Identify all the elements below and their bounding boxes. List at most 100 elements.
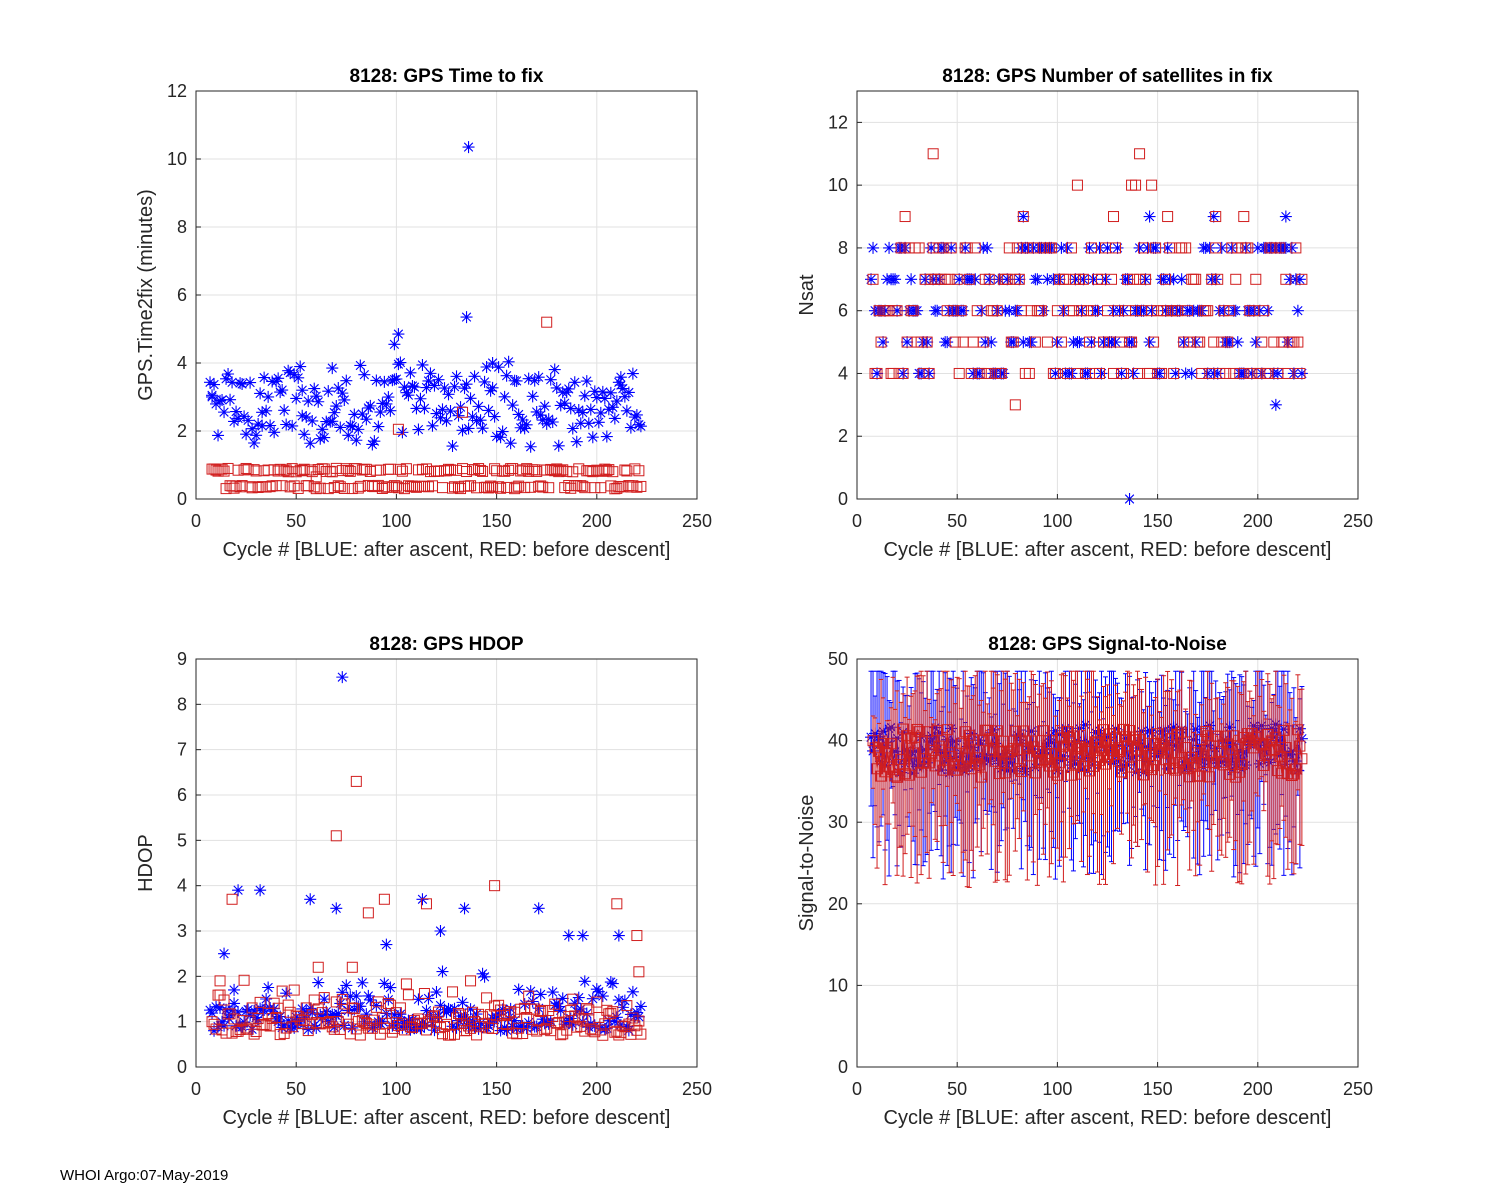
data-point: [556, 992, 569, 1005]
data-point: [951, 764, 963, 776]
data-point: [1091, 737, 1103, 749]
data-point: [580, 375, 593, 388]
chart-time2fix: 0 50 100 150 200 250 0 2 4 6 8 10 12 8128: GPS Time t…: [135, 66, 712, 561]
data-point: [1182, 305, 1194, 317]
data-point: [378, 375, 391, 388]
data-point: [617, 1020, 629, 1032]
data-point: [871, 367, 883, 379]
data-point: [897, 367, 910, 380]
data-point: [1013, 273, 1025, 285]
data-point: [901, 336, 914, 349]
y-tick-label: 2: [177, 966, 187, 986]
data-point: [272, 372, 285, 385]
data-point: [969, 273, 982, 286]
data-point: [276, 985, 288, 997]
data-point: [416, 1018, 428, 1030]
data-point: [943, 747, 955, 759]
data-point: [877, 737, 889, 749]
data-point: [502, 355, 515, 368]
data-point: [308, 382, 321, 395]
data-point: [987, 743, 999, 755]
data-point: [600, 1022, 613, 1035]
data-point: [1246, 727, 1258, 739]
data-point: [501, 1018, 513, 1030]
data-point: [282, 999, 294, 1011]
data-point: [447, 986, 459, 998]
data-point: [588, 1020, 601, 1033]
data-point: [326, 415, 339, 428]
series-line-segment: [912, 737, 916, 753]
data-point: [1211, 367, 1224, 380]
data-point: [1192, 770, 1204, 782]
data-point: [444, 405, 457, 418]
data-point: [552, 439, 565, 452]
data-point: [352, 1016, 364, 1028]
data-point: [572, 991, 585, 1004]
series-line-segment: [958, 743, 962, 767]
data-point: [598, 392, 611, 405]
series-line-segment: [966, 735, 970, 759]
data-point: [973, 367, 986, 380]
data-point: [312, 395, 325, 408]
series-line-segment: [916, 729, 920, 733]
series-before-descent: [867, 148, 1308, 411]
y-tick-label: 1: [177, 1012, 187, 1032]
data-point: [1015, 765, 1027, 777]
data-point: [1077, 273, 1089, 285]
data-point: [420, 898, 432, 910]
data-point: [1106, 273, 1118, 285]
data-point: [971, 305, 983, 317]
data-point: [1207, 210, 1220, 223]
data-point: [388, 338, 401, 351]
data-point: [624, 421, 637, 434]
data-point: [554, 399, 567, 412]
data-point: [254, 884, 267, 897]
data-point: [1065, 242, 1077, 254]
data-point: [1049, 367, 1062, 380]
data-point: [216, 393, 229, 406]
data-point: [1159, 304, 1172, 317]
data-point: [538, 400, 551, 413]
data-point: [981, 367, 993, 379]
data-point: [869, 742, 881, 754]
data-point: [494, 1024, 507, 1037]
series-line-segment: [1295, 729, 1299, 769]
data-point: [358, 368, 371, 381]
data-point: [288, 1021, 301, 1034]
data-point: [549, 998, 561, 1010]
data-point: [985, 336, 998, 349]
data-point: [548, 363, 561, 376]
data-point: [931, 304, 944, 317]
data-point: [469, 464, 481, 476]
data-point: [1294, 367, 1306, 379]
data-point: [627, 1012, 639, 1024]
data-point: [915, 336, 927, 348]
data-point: [451, 1012, 463, 1024]
data-point: [957, 760, 969, 772]
data-point: [877, 336, 890, 349]
data-point: [523, 990, 535, 1002]
data-point: [390, 480, 402, 492]
data-point: [460, 378, 473, 391]
data-point: [318, 993, 331, 1006]
data-point: [503, 464, 515, 476]
data-point: [1296, 273, 1308, 285]
series-line-segment: [1129, 730, 1133, 768]
data-point: [280, 987, 293, 1000]
data-point: [394, 1008, 407, 1021]
data-point: [446, 440, 459, 453]
data-point: [344, 990, 357, 1003]
data-series: [865, 670, 1308, 888]
data-point: [372, 479, 384, 491]
data-point: [534, 409, 547, 422]
series-line-segment: [924, 731, 928, 759]
x-tick-label: 200: [582, 511, 612, 531]
data-point: [983, 745, 995, 757]
data-point: [408, 381, 421, 394]
data-point: [1266, 735, 1278, 747]
data-point: [1251, 241, 1264, 254]
data-point: [246, 422, 259, 435]
data-point: [542, 413, 555, 426]
data-point: [414, 392, 427, 405]
data-point: [1047, 273, 1060, 286]
